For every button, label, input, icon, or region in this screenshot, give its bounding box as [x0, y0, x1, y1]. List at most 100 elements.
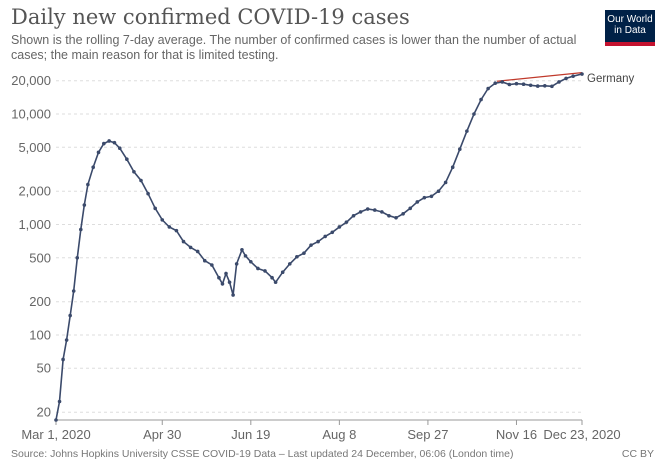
y-tick-label: 20,000	[11, 73, 51, 88]
data-point[interactable]	[535, 84, 540, 88]
data-point[interactable]	[564, 76, 568, 81]
data-point[interactable]	[429, 194, 434, 199]
data-point[interactable]	[543, 84, 547, 88]
data-point[interactable]	[365, 207, 370, 211]
data-point[interactable]	[71, 289, 76, 293]
data-point[interactable]	[330, 230, 335, 235]
data-point[interactable]	[571, 74, 575, 78]
data-point[interactable]	[153, 206, 157, 211]
data-point[interactable]	[337, 225, 342, 229]
data-point[interactable]	[57, 399, 62, 404]
data-point[interactable]	[234, 262, 239, 266]
data-point[interactable]	[75, 255, 80, 260]
y-tick-label: 500	[29, 250, 51, 265]
data-point[interactable]	[132, 169, 136, 174]
data-point[interactable]	[160, 218, 165, 222]
data-point[interactable]	[195, 249, 200, 254]
data-point[interactable]	[394, 215, 398, 220]
data-point[interactable]	[91, 165, 95, 170]
data-point[interactable]	[550, 84, 554, 89]
y-tick-label: 5,000	[18, 140, 51, 155]
data-point[interactable]	[217, 275, 221, 280]
data-point[interactable]	[227, 280, 232, 285]
data-point[interactable]	[220, 282, 225, 286]
data-point[interactable]	[231, 293, 235, 297]
data-point[interactable]	[450, 165, 455, 170]
data-point[interactable]	[500, 80, 505, 84]
x-tick-label: Mar 1, 2020	[21, 427, 90, 442]
data-point[interactable]	[96, 150, 101, 155]
data-point[interactable]	[408, 206, 413, 211]
data-point[interactable]	[78, 227, 83, 232]
data-point[interactable]	[210, 263, 214, 267]
data-point[interactable]	[107, 139, 111, 143]
license-link[interactable]: CC BY	[621, 448, 654, 460]
data-point[interactable]	[507, 82, 512, 87]
data-point[interactable]	[256, 266, 260, 271]
data-point[interactable]	[557, 80, 561, 84]
data-point[interactable]	[82, 203, 87, 207]
data-point[interactable]	[102, 141, 106, 146]
data-point[interactable]	[422, 195, 427, 200]
data-point[interactable]	[302, 251, 306, 255]
data-point[interactable]	[372, 208, 377, 212]
gridlines	[56, 80, 582, 413]
data-point[interactable]	[188, 245, 193, 250]
series-label-germany[interactable]: Germany	[587, 73, 635, 85]
data-point[interactable]	[457, 147, 462, 152]
data-point[interactable]	[64, 338, 69, 342]
source-note: Source: Johns Hopkins University CSSE CO…	[11, 448, 514, 460]
data-point[interactable]	[380, 210, 384, 214]
data-point[interactable]	[528, 83, 533, 88]
data-point[interactable]	[61, 357, 65, 362]
data-point[interactable]	[117, 146, 122, 151]
data-point[interactable]	[401, 211, 405, 216]
data-point[interactable]	[493, 81, 498, 86]
data-point[interactable]	[514, 81, 519, 86]
data-point[interactable]	[309, 243, 313, 247]
data-point[interactable]	[521, 82, 526, 87]
data-point[interactable]	[146, 191, 150, 196]
x-tick-label: Jun 19	[231, 427, 270, 442]
data-point[interactable]	[295, 255, 299, 259]
data-point[interactable]	[344, 220, 349, 224]
data-point[interactable]	[436, 189, 441, 194]
data-point[interactable]	[443, 180, 448, 185]
data-point[interactable]	[479, 97, 483, 102]
x-tick-label: Apr 30	[143, 427, 181, 442]
x-tick-label: Dec 23, 2020	[543, 427, 620, 442]
data-point[interactable]	[486, 86, 490, 91]
data-point[interactable]	[181, 239, 186, 244]
data-point[interactable]	[139, 178, 143, 183]
owid-logo[interactable]: Our World in Data	[605, 10, 655, 46]
data-point[interactable]	[243, 254, 248, 258]
data-point[interactable]	[263, 269, 267, 273]
data-point[interactable]	[54, 418, 58, 422]
x-tick-label: Sep 27	[407, 427, 448, 442]
data-point[interactable]	[68, 313, 72, 318]
data-point[interactable]	[174, 228, 179, 233]
data-point[interactable]	[273, 280, 278, 285]
data-point[interactable]	[224, 271, 228, 276]
data-point[interactable]	[316, 239, 320, 244]
data-point[interactable]	[270, 275, 274, 280]
data-point[interactable]	[280, 270, 285, 274]
data-point[interactable]	[167, 225, 172, 229]
logo-line-1: Our World	[607, 14, 653, 25]
data-point[interactable]	[358, 210, 363, 214]
data-point[interactable]	[86, 182, 90, 187]
data-point[interactable]	[240, 248, 244, 252]
data-point[interactable]	[465, 129, 469, 133]
data-point[interactable]	[580, 72, 584, 76]
data-point[interactable]	[287, 262, 292, 266]
data-point[interactable]	[415, 200, 420, 204]
data-point[interactable]	[112, 140, 117, 145]
data-point[interactable]	[202, 258, 207, 263]
data-point[interactable]	[323, 234, 327, 239]
data-point[interactable]	[351, 213, 356, 218]
data-point[interactable]	[125, 157, 129, 161]
data-point[interactable]	[387, 213, 391, 218]
data-point[interactable]	[249, 259, 253, 264]
chart-subtitle: Shown is the rolling 7-day average. The …	[11, 33, 577, 62]
data-point[interactable]	[472, 112, 476, 116]
